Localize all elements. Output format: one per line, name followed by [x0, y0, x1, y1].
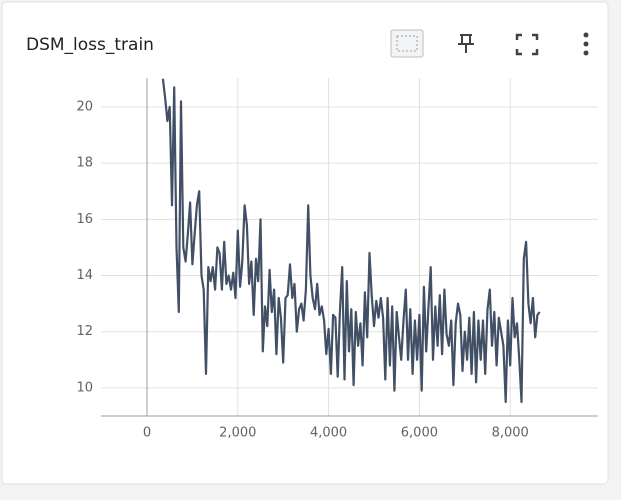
chart-title: DSM_loss_train: [26, 35, 154, 55]
fit-domain-button[interactable]: [390, 29, 424, 58]
card-bg: [1, 1, 609, 485]
y-tick-label: 14: [76, 268, 93, 283]
y-tick-label: 16: [76, 212, 93, 227]
pin-button[interactable]: [458, 34, 474, 53]
series-line: [161, 78, 541, 404]
x-tick-label: 6,000: [401, 426, 438, 441]
x-tick-label: 8,000: [492, 426, 529, 441]
menu-button[interactable]: [583, 32, 589, 56]
y-tick-label: 10: [76, 380, 93, 395]
y-tick-label: 18: [76, 156, 93, 171]
fullscreen-button[interactable]: [515, 33, 539, 56]
x-tick-label: 0: [143, 426, 151, 441]
y-tick-label: 20: [76, 99, 93, 114]
x-tick-label: 4,000: [310, 426, 347, 441]
y-tick-label: 12: [76, 324, 93, 339]
x-tick-label: 2,000: [219, 426, 256, 441]
